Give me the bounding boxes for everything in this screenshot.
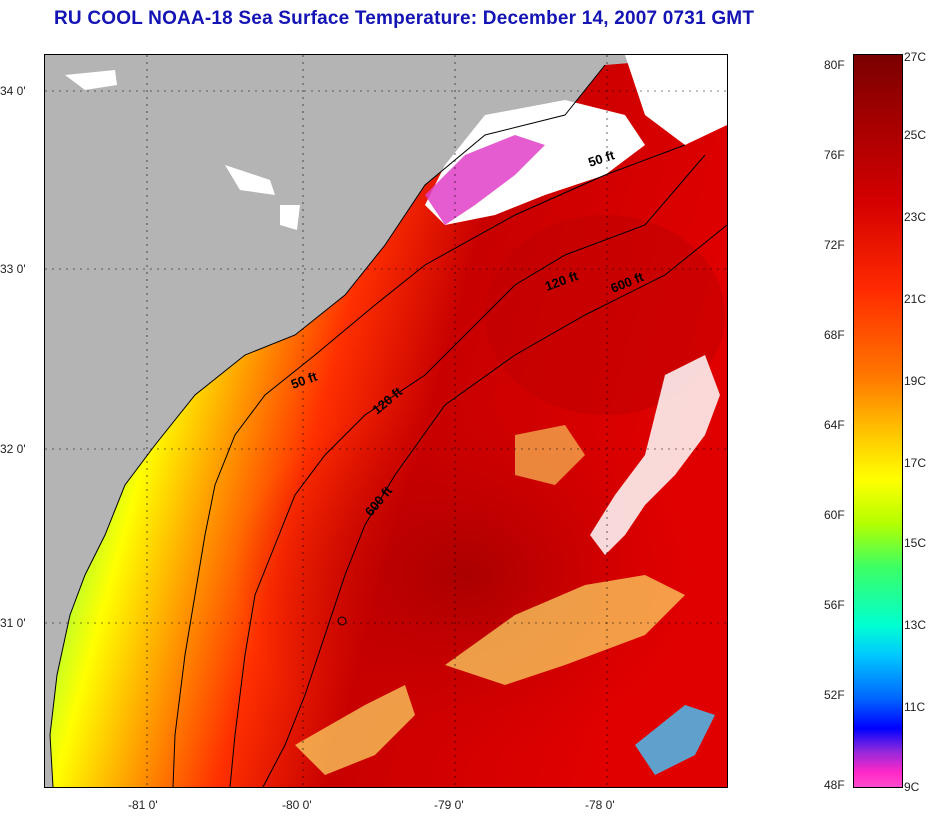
colorbar-f-label: 68F [824, 328, 845, 342]
cloud-patch [445, 575, 685, 685]
colorbar-c-label: 19C [904, 374, 927, 388]
colorbar-c-label: 9C [904, 780, 920, 794]
colorbar-c-label: 11C [904, 700, 926, 714]
colorbar-f-label: 64F [824, 418, 845, 432]
lon-tick-label: -80 0' [282, 798, 312, 812]
colorbar-c-label: 21C [904, 292, 927, 306]
colorbar-f-label: 60F [824, 508, 845, 522]
lon-tick-label: -78 0' [585, 798, 615, 812]
cloud-patch [225, 165, 275, 195]
cloud-patch [590, 355, 720, 555]
cloud-patch [515, 425, 585, 485]
offshore-warm-region [485, 215, 725, 415]
isobath-120ft [229, 154, 706, 787]
cloud-patch [635, 705, 715, 775]
map-title: RU COOL NOAA-18 Sea Surface Temperature:… [54, 8, 755, 29]
lat-tick-label: 31 0' [0, 616, 26, 630]
temperature-colorbar [853, 54, 903, 788]
colorbar-c-label: 15C [904, 536, 927, 550]
lat-tick-label: 32 0' [0, 442, 26, 456]
colorbar-c-label: 27C [904, 50, 927, 64]
isobath-600ft [262, 224, 727, 787]
gulf-stream-core [235, 395, 695, 755]
lat-tick-label: 33 0' [0, 262, 26, 276]
coastline [49, 64, 606, 787]
colorbar-f-label: 56F [824, 598, 845, 612]
colorbar-c-label: 17C [904, 456, 927, 470]
colorbar-f-label: 80F [824, 58, 845, 72]
cloud-patch [280, 205, 300, 230]
lon-tick-label: -79 0' [434, 798, 464, 812]
colorbar-c-label: 23C [904, 210, 927, 224]
colorbar-c-label: 13C [904, 618, 927, 632]
lat-tick-label: 34 0' [0, 84, 26, 98]
graticule [45, 55, 727, 787]
colorbar-f-label: 76F [824, 148, 845, 162]
station-marker [337, 616, 347, 626]
cloud-patch [295, 685, 415, 775]
colorbar-c-label: 25C [904, 128, 927, 142]
sst-map[interactable]: 50 ft 50 ft 120 ft 120 ft 600 ft 600 ft [44, 54, 728, 788]
lon-tick-label: -81 0' [128, 798, 158, 812]
isobath-50ft [172, 144, 686, 787]
colorbar-f-label: 52F [824, 688, 845, 702]
cloud-patch [625, 55, 727, 145]
cloud-patch [65, 70, 117, 90]
sst-map-canvas: 50 ft 50 ft 120 ft 120 ft 600 ft 600 ft [45, 55, 727, 787]
colorbar-f-label: 72F [824, 238, 845, 252]
colorbar-f-label: 48F [824, 778, 845, 792]
